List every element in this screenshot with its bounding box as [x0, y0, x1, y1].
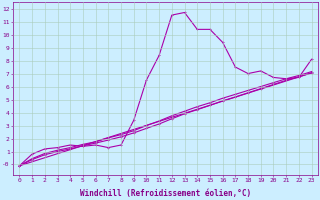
- X-axis label: Windchill (Refroidissement éolien,°C): Windchill (Refroidissement éolien,°C): [80, 189, 251, 198]
